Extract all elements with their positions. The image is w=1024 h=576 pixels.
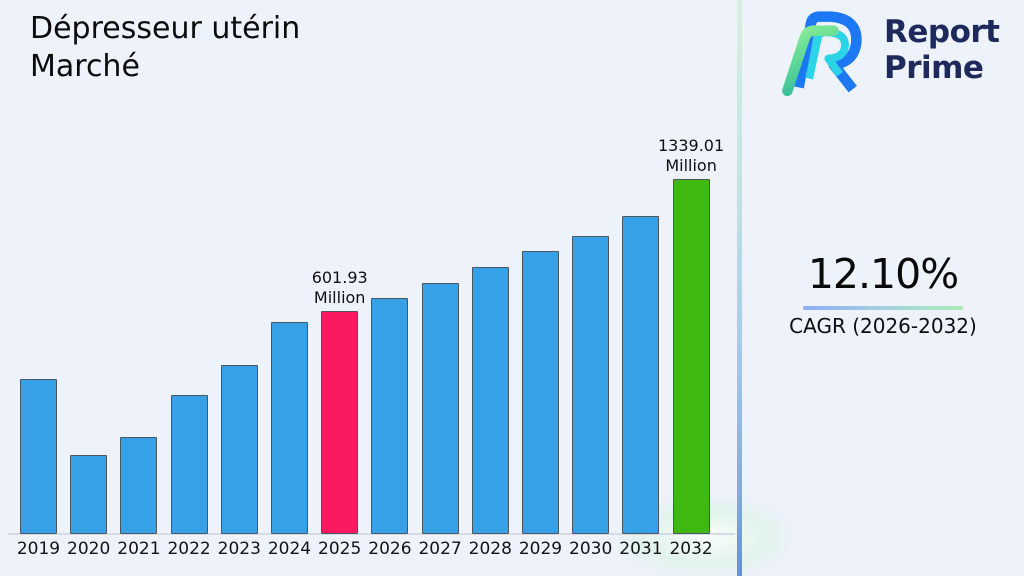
chart-bar-2029 xyxy=(522,251,559,534)
x-axis-label-2029: 2029 xyxy=(518,539,563,559)
report-prime-logo-icon xyxy=(782,11,862,96)
stats-panel: 12.10% CAGR (2026-2032) xyxy=(742,0,1024,576)
x-axis-label-2026: 2026 xyxy=(368,539,412,559)
chart-bar-2032 xyxy=(672,179,710,534)
page-title-line1: Dépresseur utérin xyxy=(30,11,301,46)
logo-text-line1: Report xyxy=(884,14,1000,50)
chart-bar-2019 xyxy=(20,379,57,534)
cagr-underline xyxy=(803,306,963,310)
chart-bar-2022 xyxy=(170,395,208,534)
x-axis-label-2030: 2030 xyxy=(569,539,613,559)
chart-bar-2031 xyxy=(622,216,660,534)
cagr-label: CAGR (2026-2032) xyxy=(789,314,977,338)
logo-blue-arc xyxy=(793,11,862,93)
chart-bar-2020 xyxy=(70,455,108,534)
x-axis-label-2025: 2025 xyxy=(318,539,362,559)
bar-chart: 2019 2020 2021 2022 2023 2024 2025 601.93 Millio… xyxy=(8,136,793,576)
chart-bar-2027 xyxy=(421,283,459,534)
chart-bar-2024 xyxy=(271,322,308,534)
logo-text-line2: Prime xyxy=(884,50,984,86)
chart-bar-2021 xyxy=(120,437,158,534)
chart-bar-2026 xyxy=(371,298,409,534)
x-axis-label-2020: 2020 xyxy=(67,539,111,559)
x-axis-line xyxy=(8,533,735,535)
x-axis-label-2027: 2027 xyxy=(418,539,462,559)
x-axis-label-2031: 2031 xyxy=(619,539,663,559)
bar-value-label-2032: 1339.01 Million xyxy=(658,136,725,175)
x-axis-label-2023: 2023 xyxy=(217,539,261,559)
page-title-line2: Marché xyxy=(30,49,140,84)
bar-value-label-2025: 601.93 Million xyxy=(311,268,368,307)
panel-divider xyxy=(737,0,742,576)
x-axis-label-2021: 2021 xyxy=(117,539,161,559)
x-axis-label-2024: 2024 xyxy=(267,539,312,559)
logo-green-stroke xyxy=(782,25,839,96)
x-axis-label-2019: 2019 xyxy=(16,539,61,559)
chart-bar-2023 xyxy=(220,365,258,534)
x-axis-label-2028: 2028 xyxy=(468,539,512,559)
page-title: Dépresseur utérin Marché xyxy=(30,10,300,86)
cagr-value: 12.10% xyxy=(807,250,959,298)
report-prime-logo-text: Report Prime xyxy=(884,14,1000,86)
x-axis-label-2022: 2022 xyxy=(167,539,211,559)
chart-bar-2030 xyxy=(572,236,610,534)
chart-bar-2028 xyxy=(471,267,509,534)
x-axis-label-2032: 2032 xyxy=(669,539,713,559)
chart-bar-2025 xyxy=(321,311,359,534)
